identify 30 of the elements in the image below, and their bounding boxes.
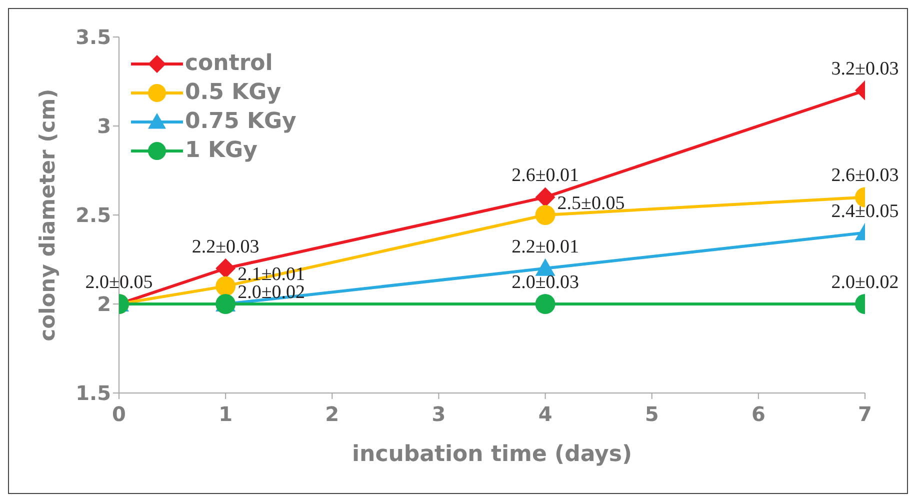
legend-label: 1 KGy [185,138,258,163]
x-axis-title: incubation time (days) [352,442,632,467]
data-label: 2.4±0.05 [831,200,899,222]
x-tick-label: 4 [538,402,552,426]
data-label: 2.0±0.05 [85,272,153,293]
x-tick-label: 0 [112,402,126,426]
y-tick-label: 2 [97,292,111,316]
legend-label: 0.75 KGy [185,109,296,134]
data-label: 2.2±0.01 [512,236,580,258]
x-tick-label: 3 [432,402,446,426]
x-tick-label: 2 [325,402,340,426]
data-label: 3.2±0.03 [831,58,899,80]
legend-label: control [185,51,273,76]
y-tick-label: 2.5 [76,203,111,228]
data-label: 2.6±0.03 [831,165,899,186]
y-axis-title: colony diameter (cm) [35,88,60,342]
data-label: 2.6±0.01 [512,165,580,186]
x-tick-label: 1 [218,402,233,426]
y-tick-label: 1.5 [76,381,111,406]
legend-label: 0.5 KGy [185,80,282,105]
y-tick-label: 3.5 [76,25,111,50]
data-label: 2.0±0.02 [831,272,899,293]
x-tick-label: 7 [858,402,872,426]
x-tick-label: 6 [751,402,766,426]
data-label: 2.0±0.02 [238,282,306,303]
x-tick-label: 5 [644,402,659,426]
data-label: 2.2±0.03 [192,236,260,258]
y-tick-label: 3 [97,114,111,138]
data-label: 2.0±0.03 [512,272,580,293]
data-label: 2.5±0.05 [557,193,625,214]
